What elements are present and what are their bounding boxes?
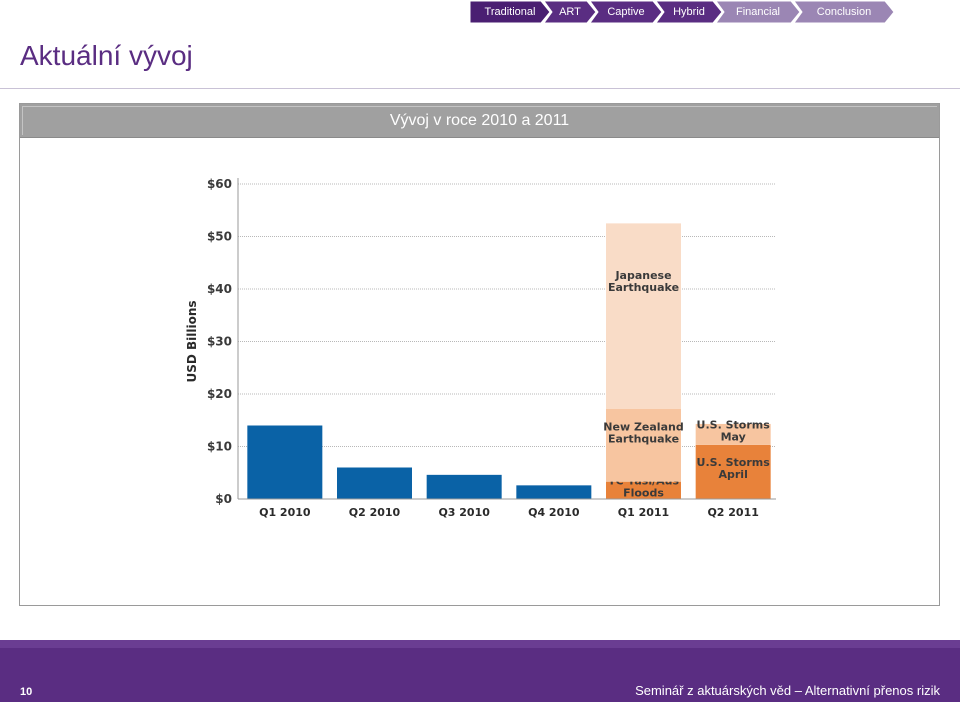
nav-step-label: Conclusion [816,6,872,18]
x-tick-label: Q2 2011 [707,506,758,519]
segment-label: U.S. Storms [697,418,771,431]
nav-step-captive[interactable]: Captive [590,1,662,23]
title-divider [0,88,960,89]
footer-text: Seminář z aktuárských věd – Alternativní… [635,683,940,698]
nav-step-art[interactable]: ART [544,1,596,23]
x-tick-label: Q1 2010 [259,506,311,519]
bar-chart: $0 $10 $20 $30 $40 $50 $60 USD Billions Q1 2010 Q… [185,177,776,519]
section-nav: Traditional ART Captive Hybrid Financial Conc… [470,1,894,23]
y-tick-label: $40 [207,282,232,296]
bar-segment [247,425,323,499]
panel-header: Vývoj v roce 2010 a 2011 [20,104,939,138]
chart-panel: Vývoj v roce 2010 a 2011 $0 $10 $20 $30 $40 $… [19,103,940,606]
nav-chevron-shape [656,1,722,23]
nav-chevron-shape [794,1,894,23]
y-tick-label: $60 [207,177,232,191]
y-tick-label: $50 [207,230,232,244]
footer-bar [0,640,960,702]
bar-segment [426,474,502,499]
nav-step-financial[interactable]: Financial [716,1,800,23]
bar-segment [695,444,771,499]
x-tick-label: Q1 2011 [618,506,669,519]
nav-chevron-shape [470,1,550,23]
segment-label: Japanese [614,269,671,282]
panel-title: Vývoj v roce 2010 a 2011 [389,111,570,129]
y-tick-label: $20 [207,387,232,401]
bar-segment [606,408,681,482]
segment-label: April [718,468,747,481]
nav-step-traditional[interactable]: Traditional [470,1,550,23]
page-title: Aktuální vývoj [20,40,193,71]
nav-step-label: ART [559,6,581,18]
nav-chevron-shape [716,1,800,23]
bar-segment [516,485,592,499]
bar-segment [337,467,412,499]
x-tick-label: Q3 2010 [438,506,490,519]
y-axis-title: USD Billions [185,300,199,382]
segment-label: Earthquake [608,433,679,446]
nav-step-label: Captive [607,6,645,18]
nav-step-label: Hybrid [673,6,705,18]
segment-label: Floods [623,486,664,499]
bar-segment [695,423,771,445]
segment-label: U.S. Storms [697,456,771,469]
y-tick-label: $0 [215,492,232,506]
y-tick-label: $30 [207,335,232,349]
nav-step-conclusion[interactable]: Conclusion [794,1,894,23]
segment-label: May [721,430,746,443]
nav-step-hybrid[interactable]: Hybrid [656,1,722,23]
y-tick-label: $10 [207,440,232,454]
nav-step-label: Traditional [484,6,536,18]
segment-label: New Zealand [603,421,683,434]
x-tick-label: Q2 2010 [349,506,401,519]
page-number: 10 [20,686,33,698]
nav-chevron-shape [590,1,662,23]
footer-strip [0,640,960,648]
nav-step-label: Financial [735,6,781,18]
x-tick-label: Q4 2010 [528,506,580,519]
bar-segment [606,223,681,409]
nav-chevron-shape [544,1,596,23]
segment-label: Earthquake [608,281,679,294]
bar-segment [606,481,681,499]
